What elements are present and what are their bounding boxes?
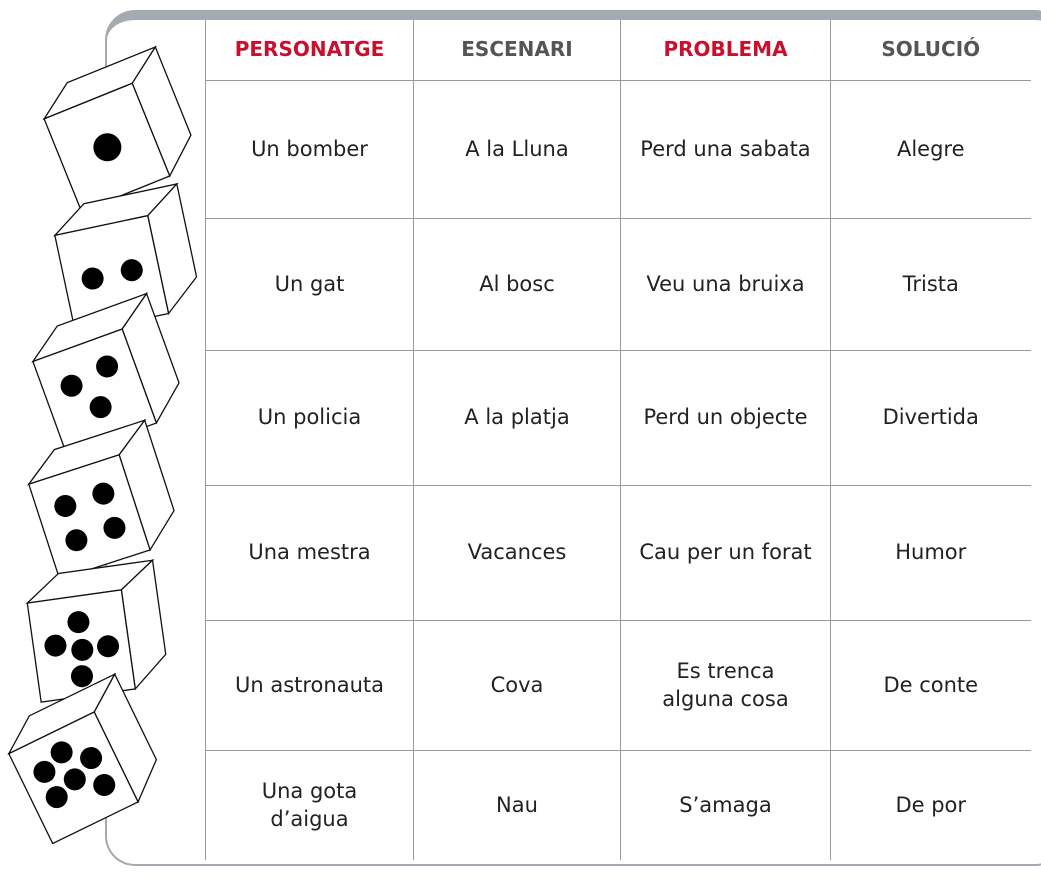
table-cell: Cau per un forat <box>620 484 831 621</box>
table-cell: Alegre <box>830 79 1031 219</box>
die-pip <box>93 133 122 162</box>
table-cell: Vacances <box>413 484 621 621</box>
die-pip <box>80 747 103 770</box>
die-pip <box>44 634 67 657</box>
table-cell: Una gota d’aigua <box>205 749 414 860</box>
header-row: PERSONATGE ESCENARI PROBLEMA SOLUCIÓ <box>205 20 1031 81</box>
table-cell: Divertida <box>830 349 1031 486</box>
die-pip <box>45 786 68 809</box>
header-cell: ESCENARI <box>413 20 621 81</box>
table-cell: Cova <box>413 619 621 751</box>
die-pip <box>60 374 83 397</box>
table-cell: Perd una sabata <box>620 79 831 219</box>
table-cell: Un gat <box>205 217 414 351</box>
die-face <box>32 328 158 457</box>
header-cell: PERSONATGE <box>205 20 414 81</box>
table: PERSONATGE ESCENARI PROBLEMA SOLUCIÓ Un bomb… <box>205 20 1031 860</box>
die-pip <box>89 396 112 419</box>
die-pip <box>54 494 77 517</box>
die-pip <box>71 638 94 661</box>
die <box>7 672 158 845</box>
table-cell: Un policia <box>205 349 414 486</box>
header-cell: PROBLEMA <box>620 20 831 81</box>
table-cell: Humor <box>830 484 1031 621</box>
die-face <box>27 454 151 581</box>
die-pip <box>63 768 86 791</box>
header-cell: SOLUCIÓ <box>830 20 1031 81</box>
table-row: Un bomber A la Lluna Perd una sabata Alegre <box>205 79 1031 219</box>
die <box>31 292 180 457</box>
die-pip <box>70 665 93 688</box>
die-pip <box>50 741 73 764</box>
table-cell: Trista <box>830 217 1031 351</box>
table-cell: De por <box>830 749 1031 860</box>
table-cell: Es trenca alguna cosa <box>620 619 831 751</box>
die-pip <box>81 267 104 290</box>
table-row: Un policia A la platja Perd un objecte Dive… <box>205 349 1031 486</box>
table-cell: Perd un objecte <box>620 349 831 486</box>
table-cell: S’amaga <box>620 749 831 860</box>
table-row: Un astronauta Cova Es trenca alguna cosa De… <box>205 619 1031 751</box>
die-pip <box>92 482 115 505</box>
die-pip <box>96 355 119 378</box>
dice-illustration <box>7 45 198 845</box>
die-pip <box>103 516 126 539</box>
die-pip <box>33 760 56 783</box>
table-cell: De conte <box>830 619 1031 751</box>
table-cell: A la platja <box>413 349 621 486</box>
die-pip <box>67 611 90 634</box>
table-cell: Nau <box>413 749 621 860</box>
table-cell: Un bomber <box>205 79 414 219</box>
die-pip <box>65 529 88 552</box>
table-row: Una gota d’aigua Nau S’amaga De por <box>205 749 1031 860</box>
die-pip <box>97 635 120 658</box>
die <box>25 558 167 703</box>
table-row: Una mestra Vacances Cau per un forat Humor <box>205 484 1031 621</box>
table-cell: A la Lluna <box>413 79 621 219</box>
die <box>42 45 192 213</box>
table-cell: Veu una bruixa <box>620 217 831 351</box>
die <box>27 418 175 581</box>
table-cell: Al bosc <box>413 217 621 351</box>
table-row: Un gat Al bosc Veu una bruixa Trista <box>205 217 1031 351</box>
die-pip <box>120 259 143 282</box>
die-pip <box>93 774 116 797</box>
